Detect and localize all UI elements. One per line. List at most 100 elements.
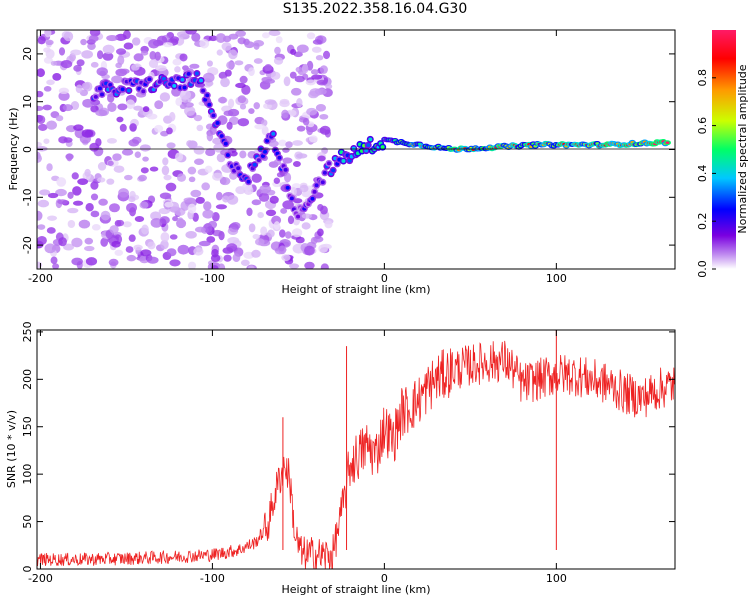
spectrogram-blob: [341, 159, 346, 163]
spectrogram-blob: [134, 151, 142, 159]
spectrogram-blob: [236, 166, 241, 171]
spectrogram-blob: [169, 234, 178, 240]
spectrogram-blob: [63, 243, 75, 251]
spectrogram-blob: [72, 186, 82, 196]
spectrogram-blob: [44, 243, 56, 254]
spectrogram-blob: [252, 234, 260, 240]
spectrogram-blob: [106, 34, 118, 42]
y-tick-label: -20: [21, 236, 34, 254]
x-tick-label: 100: [546, 272, 567, 285]
spectrogram-blob: [216, 153, 226, 163]
spectrogram-blob: [223, 141, 228, 146]
spectrogram-blob: [81, 129, 94, 138]
spectrogram-blob: [202, 72, 215, 83]
spectrogram-blob: [58, 237, 67, 247]
x-tick-label: 100: [546, 572, 567, 585]
spectrogram-blob: [46, 120, 58, 130]
spectrogram-blob: [311, 74, 323, 80]
spectrogram-blob: [37, 90, 44, 98]
spectrogram-blob: [196, 124, 204, 132]
spectrogram-blob: [108, 258, 119, 267]
spectrogram-blob: [43, 47, 51, 53]
colorbar-tick-label: 0.0: [696, 260, 709, 278]
spectrogram-blob: [111, 75, 123, 84]
spectrogram-blob: [128, 234, 136, 242]
spectrogram-blob: [122, 30, 131, 40]
spectrogram-blob: [256, 158, 261, 163]
spectrogram-blob: [71, 172, 79, 180]
spectrogram-blob: [239, 103, 247, 110]
spectrogram-blob: [254, 124, 266, 130]
spectrogram-blob: [246, 179, 251, 184]
snr-ticks: -200 -100 0 100 0 50 100 150 200 250: [21, 321, 675, 585]
spectrogram-blob: [161, 165, 170, 176]
spectrogram-blob: [280, 207, 288, 214]
spectrogram-blob: [37, 210, 43, 221]
spectrogram-blob: [331, 168, 336, 173]
spectrogram-blob: [199, 38, 210, 49]
spectrogram-blob: [221, 42, 232, 51]
spectrogram-blob: [38, 123, 48, 131]
spectrogram-blob: [265, 78, 276, 84]
spectrogram-ylabel: Frequency (Hz): [7, 108, 20, 191]
figure-title: S135.2022.358.16.04.G30: [282, 1, 468, 17]
spectrogram-blob: [80, 38, 87, 46]
spectrogram-blob: [146, 113, 158, 120]
spectrogram-blob: [149, 166, 159, 172]
spectrogram-blob: [57, 199, 68, 205]
spectrogram-blob: [128, 196, 136, 203]
spectrogram-blob: [320, 180, 325, 185]
spectrogram-blob: [320, 263, 329, 269]
spectrogram-blob: [175, 97, 183, 107]
spectrogram-blob: [282, 147, 290, 153]
spectrogram-blob: [112, 153, 122, 161]
spectrogram-blob: [226, 243, 238, 252]
spectrogram-blob: [116, 219, 125, 227]
snr-xlabel: Height of straight line (km): [281, 583, 430, 596]
spectrogram-blob: [37, 141, 42, 148]
spectrogram-blob: [90, 193, 99, 201]
spectrogram-blob: [125, 99, 136, 110]
spectrogram-blob: [239, 150, 247, 159]
spectrogram-blob: [187, 261, 197, 269]
spectrogram-blob: [118, 188, 130, 198]
spectrogram-blob: [227, 98, 235, 109]
spectrogram-blob: [176, 217, 184, 226]
spectrogram-blob: [218, 71, 228, 80]
spectrogram-blob: [211, 113, 216, 118]
spectrogram-blob: [172, 83, 177, 88]
y-tick-label: 50: [21, 515, 34, 529]
spectrogram-blob: [37, 224, 46, 230]
spectrogram-blob: [140, 167, 149, 174]
spectrogram-blob: [159, 216, 170, 225]
spectrogram-blob: [265, 138, 270, 143]
spectrogram-blob: [208, 35, 218, 42]
spectrogram-blob: [175, 152, 184, 162]
spectrogram-blob: [109, 203, 120, 213]
spectrogram-blob: [166, 142, 176, 149]
spectrogram-blob: [259, 184, 272, 194]
spectrogram-blob: [114, 249, 124, 256]
spectrogram-blob: [147, 241, 156, 250]
spectrogram-blob: [134, 215, 145, 222]
spectrogram-blob: [77, 178, 89, 185]
spectrogram-blob: [239, 75, 248, 84]
spectrogram-blob: [90, 105, 99, 113]
spectrogram-blob: [106, 178, 115, 185]
spectrogram-blob: [102, 52, 114, 61]
spectrogram-blob: [139, 144, 151, 152]
spectrogram-blob: [322, 170, 327, 175]
spectrogram-blob: [140, 50, 149, 56]
spectrogram-blob: [154, 51, 161, 61]
spectrogram-blob: [290, 87, 302, 96]
spectrogram-blob: [264, 99, 277, 105]
spectrogram-blob: [248, 67, 255, 76]
spectrogram-blob: [160, 232, 170, 242]
spectrogram-blob: [201, 182, 210, 191]
spectrogram-blob: [174, 66, 181, 73]
snr-frame: [36, 329, 676, 570]
spectrogram-blob: [257, 211, 264, 219]
spectrogram-blob: [327, 161, 332, 166]
spectrogram-blob: [169, 259, 181, 267]
